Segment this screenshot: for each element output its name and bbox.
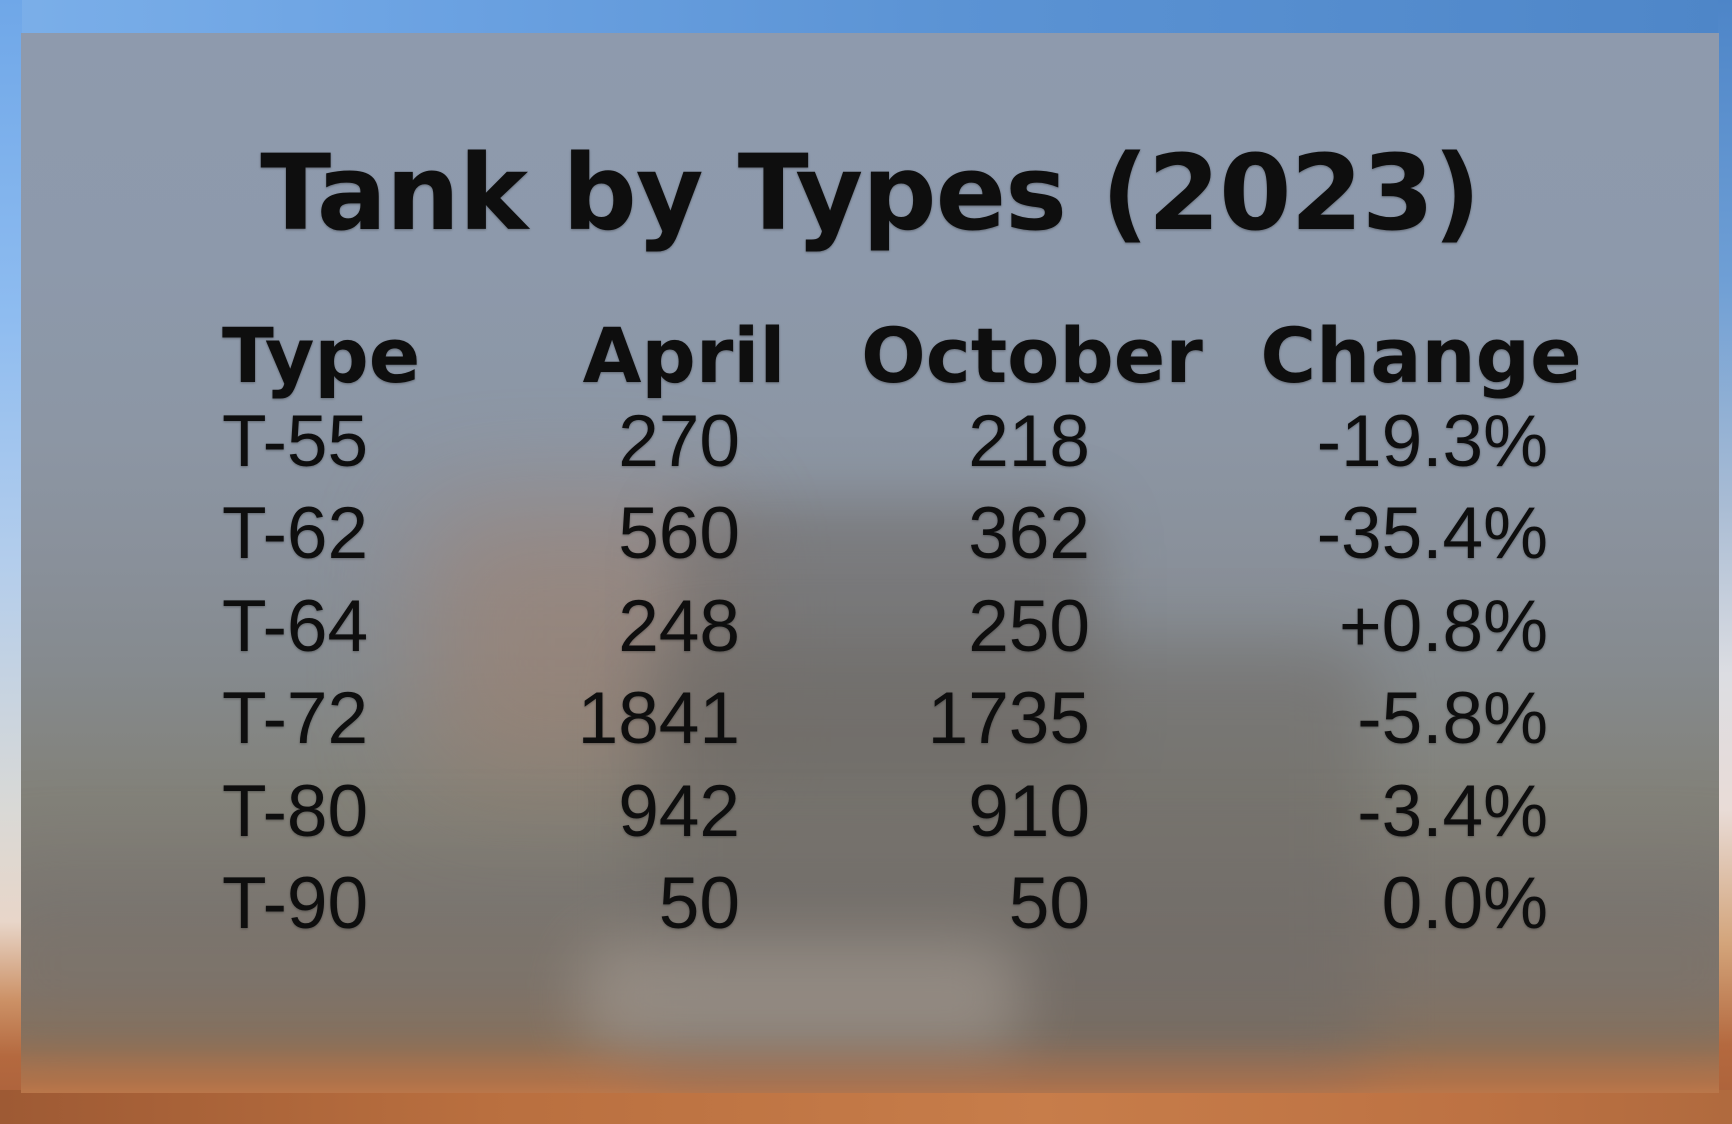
table-row: T-55 270 218 -19.3% — [222, 396, 1548, 488]
blurred-terrain-glow — [21, 1033, 1719, 1093]
slide-panel — [21, 33, 1719, 1093]
cell-type: T-64 — [222, 585, 369, 667]
cell-october: 910 — [968, 770, 1090, 852]
cell-april: 942 — [618, 770, 740, 852]
background-right-edge — [1718, 0, 1732, 1124]
cell-type: T-55 — [222, 401, 369, 482]
cell-october: 1735 — [927, 678, 1090, 760]
cell-change: -19.3% — [1316, 401, 1548, 482]
cell-type: T-62 — [222, 493, 369, 575]
cell-change: -35.4% — [1316, 493, 1548, 575]
cell-april: 1841 — [577, 678, 740, 760]
cell-type: T-72 — [222, 678, 369, 760]
cell-change: -3.4% — [1357, 770, 1548, 852]
cell-october: 218 — [968, 401, 1090, 482]
cell-april: 560 — [618, 493, 740, 575]
column-header-october: October — [861, 311, 1203, 400]
table-row: T-64 248 250 +0.8% — [222, 581, 1548, 673]
cell-april: 50 — [658, 862, 740, 944]
tank-table: T-55 270 218 -19.3% T-62 560 362 -35.4% … — [222, 396, 1548, 950]
cell-october: 50 — [1008, 862, 1090, 944]
column-header-type: Type — [222, 311, 421, 400]
table-row: T-80 942 910 -3.4% — [222, 766, 1548, 858]
cell-change: +0.8% — [1338, 585, 1548, 667]
cell-april: 270 — [618, 401, 740, 482]
background-left-edge — [0, 0, 22, 1124]
slide-title: Tank by Types (2023) — [260, 132, 1481, 254]
terrain-bottom-edge — [0, 1090, 1732, 1124]
column-header-april: April — [582, 311, 786, 400]
table-row: T-72 1841 1735 -5.8% — [222, 673, 1548, 765]
cell-april: 248 — [618, 585, 740, 667]
cell-change: -5.8% — [1357, 678, 1548, 760]
cell-type: T-80 — [222, 770, 369, 852]
cell-change: 0.0% — [1381, 862, 1548, 944]
column-header-change: Change — [1260, 311, 1582, 400]
cell-type: T-90 — [222, 862, 369, 944]
cell-october: 250 — [968, 585, 1090, 667]
table-row: T-62 560 362 -35.4% — [222, 488, 1548, 580]
cell-october: 362 — [968, 493, 1090, 575]
table-row: T-90 50 50 0.0% — [222, 858, 1548, 950]
